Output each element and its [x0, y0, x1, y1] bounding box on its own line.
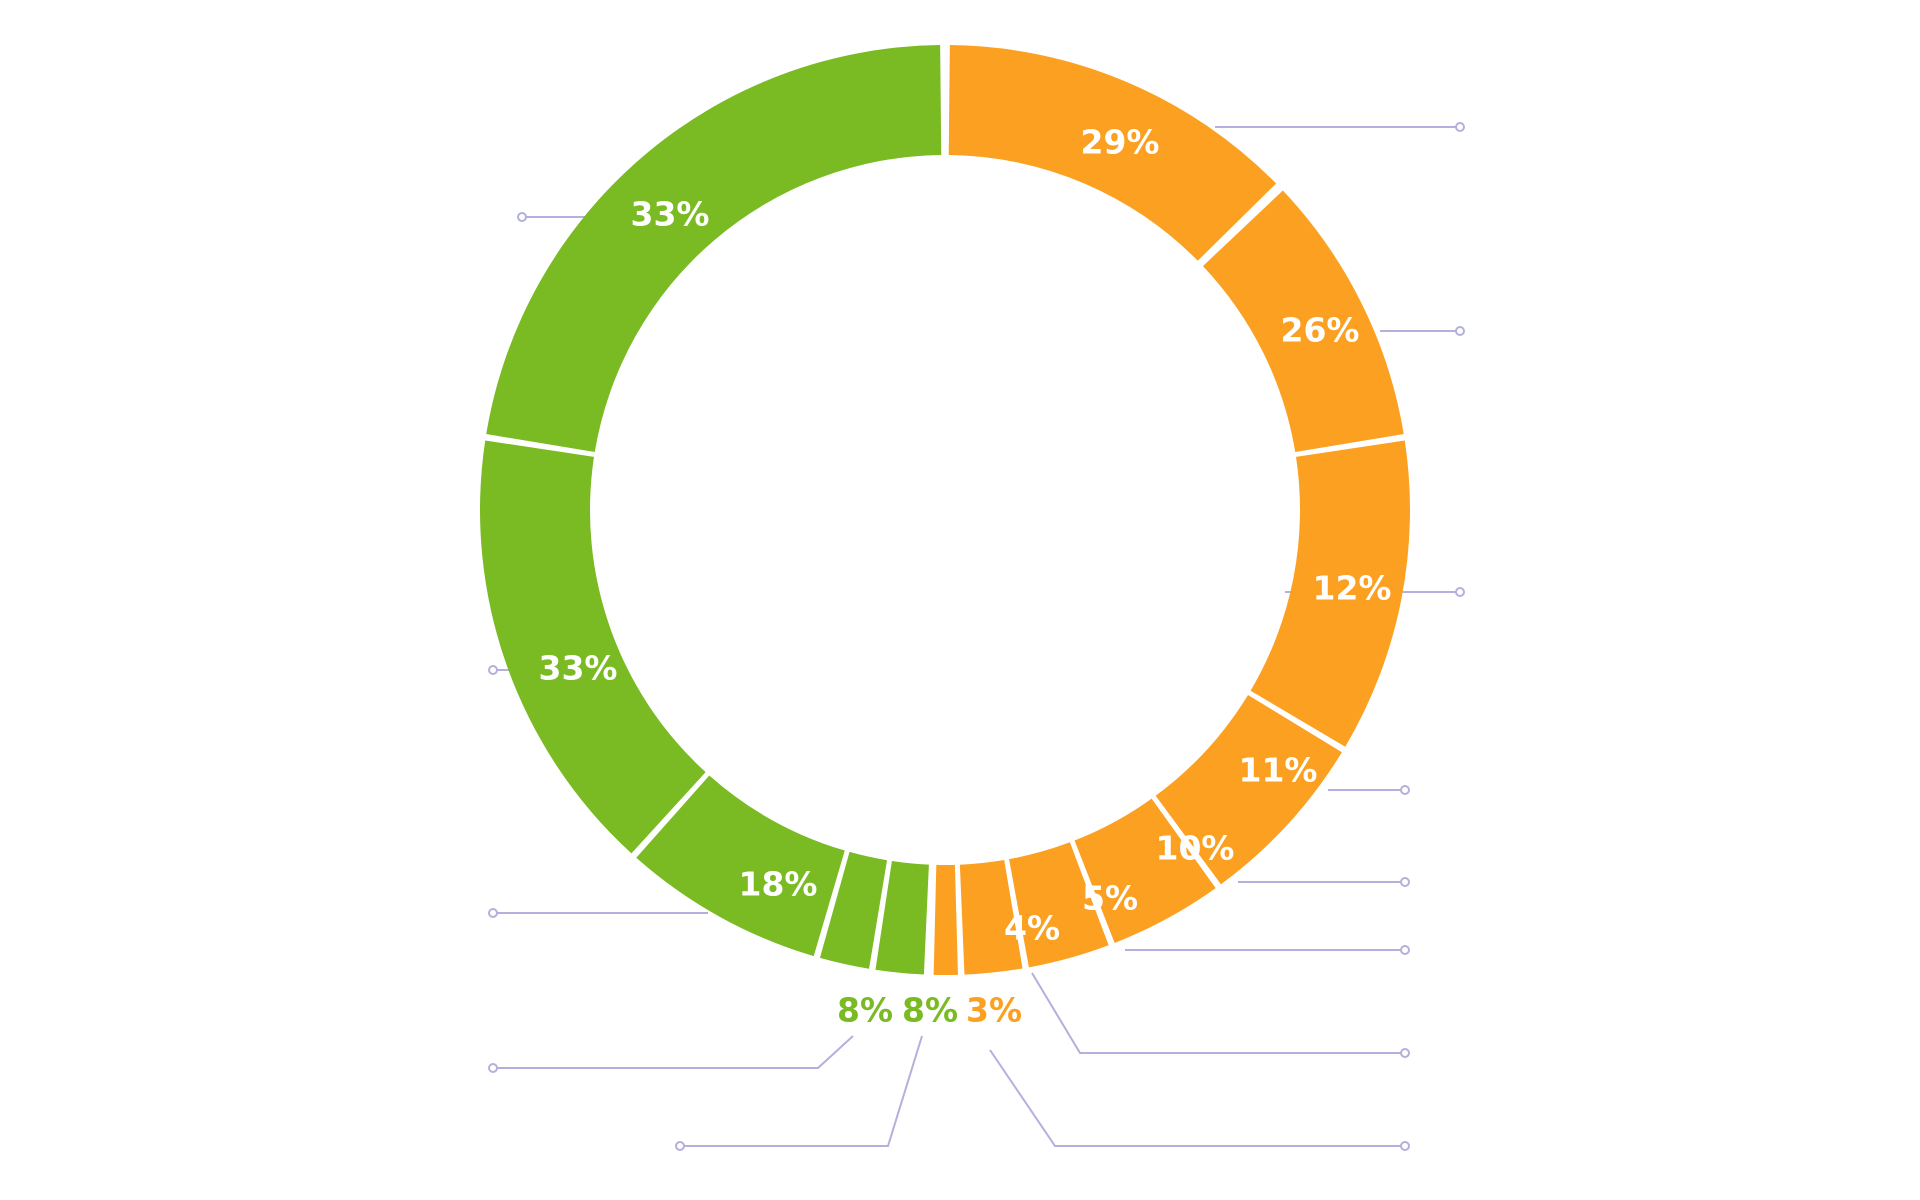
leader-end-dot-0	[1455, 122, 1465, 132]
leader-end-dot-6	[1400, 1048, 1410, 1058]
segment-label-1: 26%	[1281, 311, 1360, 350]
donut-segment-7	[933, 864, 958, 975]
donut-segment-4	[1074, 798, 1216, 943]
donut-segment-1	[1202, 190, 1404, 453]
segment-label-7: 3%	[966, 991, 1022, 1030]
leader-end-dot-10	[488, 908, 498, 918]
segment-label-10: 18%	[739, 865, 818, 904]
segment-label-0: 29%	[1081, 123, 1160, 162]
donut-segment-10	[636, 775, 845, 957]
leader-end-dot-9	[675, 1141, 685, 1151]
donut-segments	[480, 45, 1410, 975]
segment-label-12: 33%	[631, 195, 710, 234]
leader-lines	[488, 122, 1465, 1151]
leader-line-8	[493, 1035, 854, 1069]
segment-labels: 29%26%12%11%10%5%4%3%8% 8%18%33%33%	[539, 123, 1392, 1030]
segment-label-5: 5%	[1082, 879, 1138, 918]
leader-line-6	[1031, 972, 1405, 1054]
donut-segment-12	[486, 45, 942, 453]
segment-label-3: 11%	[1239, 751, 1318, 790]
donut-segment-6	[959, 860, 1023, 975]
segment-label-6: 4%	[1004, 909, 1060, 948]
leader-end-dot-11	[488, 665, 498, 675]
segment-label-2: 12%	[1313, 569, 1392, 608]
leader-end-dot-1	[1455, 326, 1465, 336]
leader-end-dot-3	[1400, 785, 1410, 795]
donut-segment-2	[1250, 440, 1410, 747]
donut-segment-3	[1155, 694, 1342, 885]
leader-end-dot-8	[488, 1063, 498, 1073]
donut-segment-0	[948, 45, 1277, 261]
donut-segment-11	[480, 440, 706, 854]
segment-label-4: 10%	[1156, 829, 1235, 868]
leader-end-dot-4	[1400, 877, 1410, 887]
donut-segment-9	[819, 851, 888, 969]
segment-label-8: 8%	[837, 991, 893, 1030]
donut-segment-5	[1009, 842, 1109, 968]
segment-label-11: 33%	[539, 649, 618, 688]
leader-end-dot-12	[517, 212, 527, 222]
segment-label-9: 8%	[902, 991, 958, 1030]
donut-segment-8	[875, 861, 929, 975]
leader-line-9	[680, 1035, 923, 1147]
leader-end-dot-5	[1400, 945, 1410, 955]
leader-end-dot-2	[1455, 587, 1465, 597]
leader-line-7	[989, 1049, 1405, 1147]
leader-end-dot-7	[1400, 1141, 1410, 1151]
